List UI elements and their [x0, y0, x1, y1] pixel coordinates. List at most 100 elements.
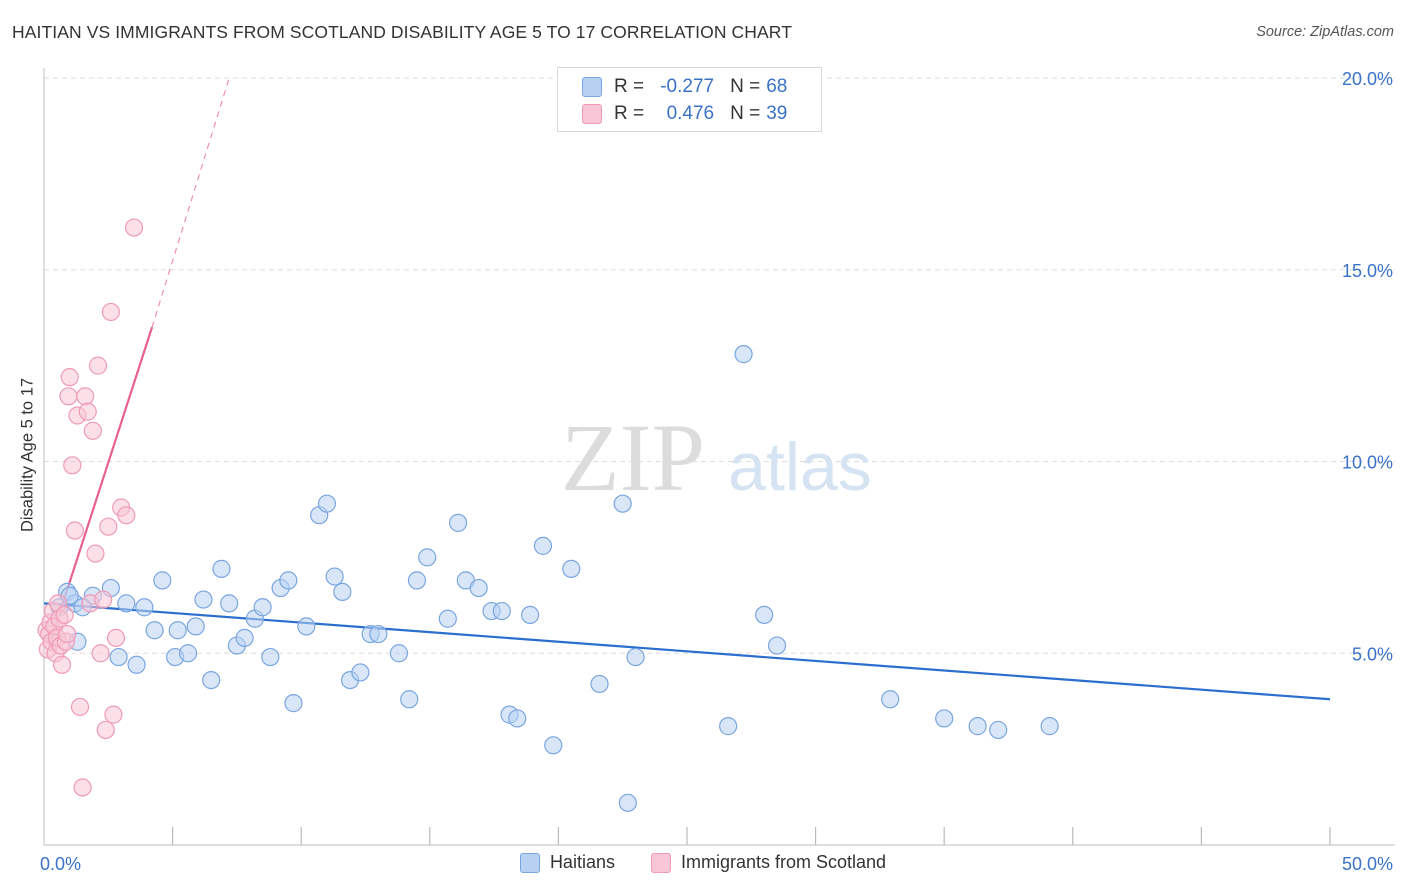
point-haitians — [438, 609, 457, 628]
point-scotland — [99, 517, 118, 536]
watermark-atlas: atlas — [728, 429, 872, 505]
legend-row-scotland: R = 0.476 N = 39 — [582, 103, 787, 125]
series-legend-haitians[interactable]: Haitians — [519, 852, 615, 873]
y-tick-label: 5.0% — [1352, 644, 1393, 664]
point-haitians — [734, 345, 753, 364]
point-haitians — [220, 594, 239, 613]
legend-n-label: N = — [730, 103, 761, 124]
point-haitians — [400, 690, 419, 709]
point-haitians — [127, 655, 146, 674]
trendline-scotland-extension — [151, 77, 230, 328]
series-legend-label: Immigrants from Scotland — [680, 852, 887, 872]
point-haitians — [626, 647, 645, 667]
axes — [43, 68, 1395, 846]
y-tick-label: 10.0% — [1342, 453, 1393, 473]
point-scotland — [88, 356, 108, 375]
legend-swatch-blue — [519, 852, 540, 873]
point-haitians — [935, 709, 954, 728]
point-scotland — [58, 624, 77, 644]
point-scotland — [101, 302, 120, 322]
point-haitians — [369, 624, 388, 644]
point-haitians — [544, 736, 563, 755]
point-haitians — [212, 559, 231, 578]
point-haitians — [562, 559, 581, 578]
legend-n-value: 39 — [766, 103, 788, 124]
y-tick-label: 15.0% — [1342, 261, 1393, 281]
point-haitians — [492, 601, 511, 621]
point-haitians — [469, 578, 488, 598]
point-haitians — [613, 494, 632, 513]
point-scotland — [124, 218, 144, 237]
point-haitians — [521, 605, 540, 625]
point-scotland — [52, 655, 72, 674]
point-haitians — [767, 636, 787, 655]
point-haitians — [178, 644, 198, 663]
point-scotland — [59, 387, 78, 406]
series-legend-label: Haitians — [549, 852, 615, 872]
series-legend: Haitians Immigrants from Scotland — [0, 852, 1406, 873]
legend-r-label: R = — [614, 76, 645, 97]
legend-row-haitians: R = -0.277 N = 68 — [582, 76, 787, 98]
y-tick-label: 20.0% — [1342, 69, 1393, 89]
legend-r-value: 0.476 — [666, 103, 715, 124]
point-haitians — [235, 628, 254, 648]
point-scotland — [73, 778, 92, 797]
grid-lines — [44, 77, 1395, 654]
point-haitians — [968, 717, 987, 736]
legend-r-value: -0.277 — [660, 76, 715, 97]
point-haitians — [719, 717, 738, 736]
point-haitians — [533, 536, 553, 555]
point-haitians — [389, 644, 409, 663]
point-haitians — [135, 598, 154, 617]
point-haitians — [317, 494, 337, 513]
point-scotland — [60, 368, 79, 387]
point-scotland — [91, 644, 110, 663]
point-scotland — [83, 421, 102, 440]
point-haitians — [153, 571, 172, 590]
point-scotland — [78, 402, 97, 421]
point-haitians — [508, 709, 527, 728]
source-label: Source: ZipAtlas.com — [1256, 24, 1394, 40]
legend-n-label: N = — [730, 76, 761, 97]
point-haitians — [418, 548, 437, 567]
watermark-zip: ZIP — [561, 404, 705, 511]
point-haitians — [202, 670, 221, 690]
point-scotland — [96, 720, 115, 740]
point-haitians — [755, 605, 774, 625]
point-scotland — [94, 590, 113, 609]
point-haitians — [407, 571, 427, 590]
point-haitians — [194, 590, 213, 609]
tick-labels: 5.0% 10.0% 15.0% 20.0% 0.0% 50.0% — [40, 69, 1393, 874]
point-haitians — [117, 594, 136, 613]
point-scotland — [106, 628, 126, 648]
point-haitians — [325, 567, 344, 586]
point-scotland — [70, 697, 90, 717]
point-scotland — [117, 506, 136, 525]
x-tick-label: 50.0% — [1342, 854, 1393, 874]
point-haitians — [109, 647, 128, 667]
point-haitians — [1040, 717, 1059, 736]
point-scotland — [63, 456, 82, 475]
point-scotland — [86, 544, 105, 563]
point-scotland — [104, 705, 123, 724]
legend-swatch-pink — [650, 852, 671, 873]
watermark: ZIP atlas — [561, 404, 872, 511]
legend-swatch-blue — [582, 77, 602, 97]
series-legend-scotland[interactable]: Immigrants from Scotland — [650, 852, 887, 873]
point-haitians — [881, 690, 900, 709]
correlation-legend: R = -0.277 N = 68 R = 0.476 N = 39 — [557, 67, 822, 132]
point-haitians — [279, 571, 298, 590]
point-haitians — [261, 647, 280, 667]
point-haitians — [284, 694, 303, 713]
point-haitians — [333, 582, 352, 601]
chart-title: HAITIAN VS IMMIGRANTS FROM SCOTLAND DISA… — [12, 22, 793, 42]
point-scotland — [76, 387, 95, 406]
point-haitians — [145, 621, 164, 640]
point-haitians — [297, 617, 316, 636]
point-haitians — [989, 720, 1008, 740]
point-scotland — [55, 605, 74, 625]
point-haitians — [168, 621, 187, 640]
x-tick-label: 0.0% — [40, 854, 81, 874]
point-haitians — [351, 663, 370, 682]
